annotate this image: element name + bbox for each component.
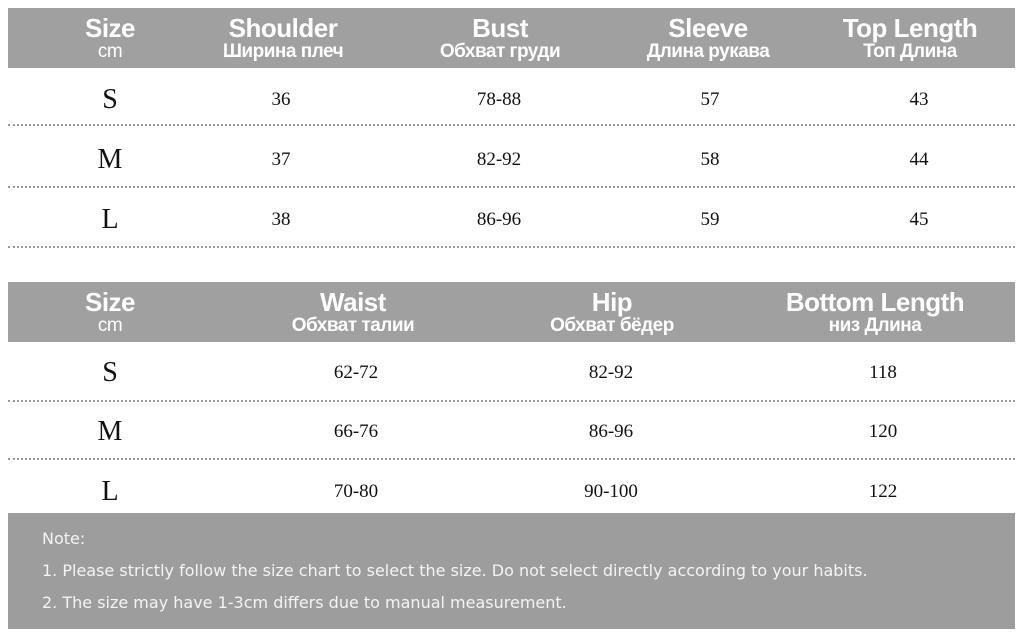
- top-table-header: Size cm Shoulder Ширина плеч Bust Обхват груд…: [8, 8, 1015, 68]
- column-header: Waist Обхват талии: [292, 282, 415, 342]
- column-header-subtitle: Ширина плеч: [222, 41, 344, 62]
- note-title: Note:: [42, 529, 86, 548]
- table-cell: 45: [909, 209, 929, 230]
- table-cell: 38: [271, 209, 291, 230]
- column-header-title: Size: [84, 287, 136, 317]
- note-line-2: 2. The size may have 1-3cm differs due t…: [42, 593, 567, 612]
- row-divider: [8, 246, 1015, 248]
- row-divider: [8, 124, 1015, 126]
- table-cell: 78-88: [476, 89, 522, 110]
- table-cell: 43: [909, 89, 929, 110]
- column-header-subtitle: Длина рукава: [646, 41, 770, 62]
- column-header-title: Bust: [472, 13, 528, 43]
- column-header: Bottom Length низ Длина: [785, 282, 965, 342]
- column-header-title: Sleeve: [668, 13, 748, 43]
- row-divider: [8, 400, 1015, 402]
- column-header-title: Shoulder: [228, 13, 338, 43]
- table-cell: 58: [700, 149, 720, 170]
- size-label: S: [102, 84, 118, 115]
- note-box: Note: 1. Please strictly follow the size…: [8, 513, 1015, 629]
- table-cell: 66-76: [333, 421, 379, 442]
- table-cell: 118: [869, 362, 897, 383]
- table-cell: 57: [700, 89, 720, 110]
- row-divider: [8, 458, 1015, 460]
- column-header-subtitle: cm: [97, 41, 123, 62]
- table-cell: 86-96: [476, 209, 522, 230]
- table-cell: 44: [909, 149, 929, 170]
- size-label: M: [97, 416, 123, 447]
- table-cell: 82-92: [476, 149, 522, 170]
- size-label: S: [102, 357, 118, 388]
- column-header-title: Bottom Length: [785, 287, 965, 317]
- column-header-title: Top Length: [842, 13, 978, 43]
- column-header: Hip Обхват бёдер: [550, 282, 674, 342]
- size-label: L: [101, 476, 119, 507]
- bottom-table-header: Size cm Waist Обхват талии Hip Обхват бёдер Bo…: [8, 282, 1015, 342]
- column-header: Size cm: [84, 8, 136, 68]
- table-cell: 122: [868, 481, 898, 502]
- column-header-subtitle: низ Длина: [828, 315, 922, 336]
- column-header: Sleeve Длина рукава: [647, 8, 770, 68]
- column-header: Bust Обхват груди: [439, 8, 561, 68]
- column-header-title: Waist: [320, 287, 386, 317]
- table-cell: 37: [271, 149, 291, 170]
- table-cell: 86-96: [588, 421, 634, 442]
- table-cell: 62-72: [333, 362, 379, 383]
- column-header-title: Size: [84, 13, 136, 43]
- column-header: Top Length Топ Длина: [843, 8, 978, 68]
- row-divider: [8, 186, 1015, 188]
- note-line-1: 1. Please strictly follow the size chart…: [42, 561, 868, 580]
- column-header-subtitle: Обхват бёдер: [550, 315, 674, 336]
- column-header-subtitle: Топ Длина: [863, 41, 957, 62]
- column-header-subtitle: Обхват талии: [291, 315, 415, 336]
- table-cell: 90-100: [584, 481, 638, 502]
- table-cell: 36: [271, 89, 291, 110]
- column-header: Shoulder Ширина плеч: [222, 8, 344, 68]
- column-header: Size cm: [84, 282, 136, 342]
- column-header-subtitle: Обхват груди: [439, 41, 561, 62]
- size-label: L: [101, 204, 119, 235]
- column-header-subtitle: cm: [97, 315, 123, 336]
- size-label: M: [97, 144, 123, 175]
- table-cell: 59: [700, 209, 720, 230]
- table-cell: 120: [868, 421, 898, 442]
- table-cell: 82-92: [588, 362, 634, 383]
- column-header-title: Hip: [591, 287, 633, 317]
- table-cell: 70-80: [333, 481, 379, 502]
